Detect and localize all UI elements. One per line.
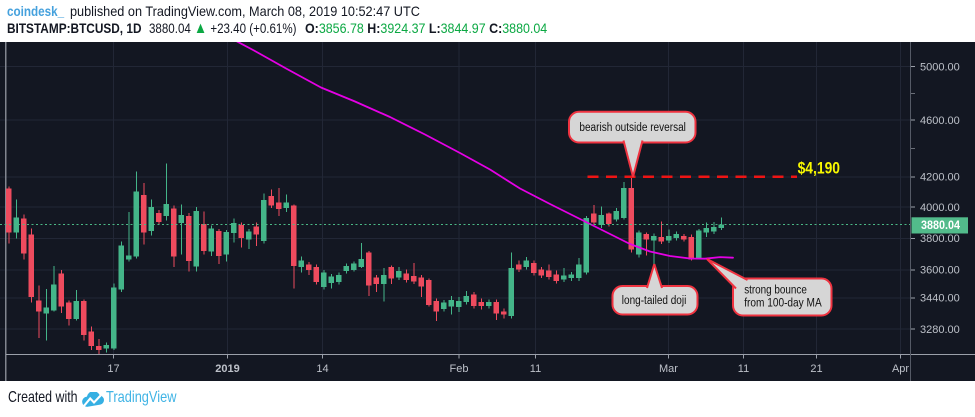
svg-text:4600.00: 4600.00 — [920, 114, 960, 126]
svg-text:$4,190: $4,190 — [798, 158, 840, 177]
svg-text:3600.00: 3600.00 — [920, 264, 960, 276]
svg-text:21: 21 — [810, 363, 822, 375]
svg-text:3440.00: 3440.00 — [920, 292, 960, 304]
svg-text:11: 11 — [530, 363, 541, 375]
svg-text:Apr: Apr — [892, 363, 909, 375]
svg-text:strong bounce: strong bounce — [744, 284, 807, 296]
svg-text:5000.00: 5000.00 — [920, 61, 960, 73]
svg-text:17: 17 — [107, 363, 119, 375]
svg-text:3800.00: 3800.00 — [920, 233, 960, 245]
svg-text:from 100-day MA: from 100-day MA — [744, 297, 822, 309]
svg-text:2019: 2019 — [215, 363, 239, 375]
svg-text:4200.00: 4200.00 — [920, 171, 960, 183]
svg-text:Mar: Mar — [659, 363, 678, 375]
svg-text:14: 14 — [316, 363, 328, 375]
svg-text:bearish outside reversal: bearish outside reversal — [579, 122, 686, 134]
svg-text:3280.00: 3280.00 — [920, 323, 960, 335]
svg-text:4000.00: 4000.00 — [920, 202, 960, 214]
svg-text:long-tailed doji: long-tailed doji — [622, 295, 687, 307]
svg-text:11: 11 — [738, 363, 749, 375]
svg-text:3880.04: 3880.04 — [921, 218, 960, 232]
svg-text:Feb: Feb — [450, 363, 469, 375]
